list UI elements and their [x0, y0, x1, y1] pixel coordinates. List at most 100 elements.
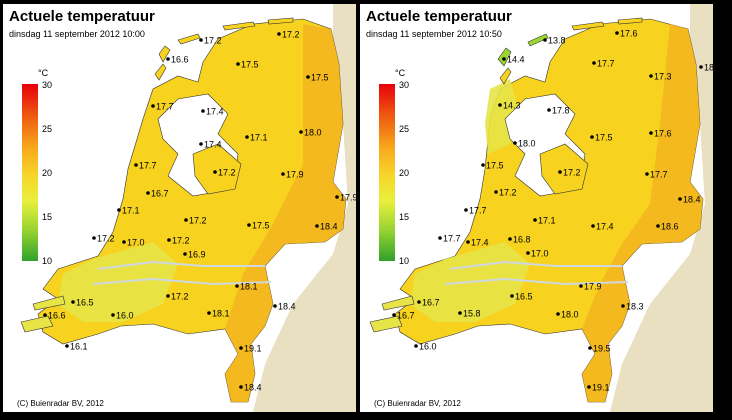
station-marker [199, 38, 203, 42]
legend-tick: 15 [42, 212, 53, 222]
station-marker [547, 108, 551, 112]
station-marker [281, 172, 285, 176]
station-temperature: 17.6 [654, 129, 672, 139]
station-marker [315, 224, 319, 228]
station-marker [579, 284, 583, 288]
station-marker [183, 252, 187, 256]
station-marker [414, 344, 418, 348]
wadden-island [617, 17, 643, 25]
wadden-island [158, 45, 171, 63]
station-temperature: 17.2 [171, 292, 189, 302]
station-temperature: 18.4 [704, 63, 713, 73]
station-temperature: 17.5 [311, 73, 329, 83]
wadden-island [177, 33, 201, 45]
station-marker [235, 284, 239, 288]
station-marker [588, 346, 592, 350]
flevoland [192, 143, 242, 195]
wadden-island [222, 21, 256, 31]
station-temperature: 17.2 [189, 216, 207, 226]
station-temperature: 17.3 [654, 72, 672, 82]
station-marker [678, 197, 682, 201]
map-timestamp: dinsdag 11 september 2012 10:50 [366, 29, 502, 39]
station-marker [558, 170, 562, 174]
neighbouring-land [253, 4, 356, 412]
map-title: Actuele temperatuur [366, 8, 512, 25]
warmer-area [582, 24, 703, 402]
legend-unit: °C [395, 68, 406, 78]
station-temperature: 18.1 [212, 309, 230, 319]
station-marker [592, 61, 596, 65]
station-marker [543, 38, 547, 42]
station-temperature: 19.5 [593, 344, 611, 354]
station-marker [510, 294, 514, 298]
station-temperature: 17.4 [471, 238, 489, 248]
station-marker [649, 74, 653, 78]
station-temperature: 13.8 [548, 36, 566, 46]
station-temperature: 16.6 [48, 311, 66, 321]
station-temperature: 17.7 [139, 161, 157, 171]
station-temperature: 17.9 [340, 193, 356, 203]
legend-color-bar [22, 84, 38, 261]
station-marker [245, 135, 249, 139]
station-temperature: 17.5 [595, 133, 613, 143]
station-marker [207, 311, 211, 315]
station-marker [656, 224, 660, 228]
station-temperature: 18.4 [244, 383, 262, 393]
station-marker [494, 190, 498, 194]
station-marker [615, 31, 619, 35]
zeeland-island [32, 295, 66, 311]
station-temperature: 18.0 [561, 310, 579, 320]
station-marker [498, 103, 502, 107]
station-temperature: 16.7 [151, 189, 169, 199]
station-temperature: 17.4 [204, 140, 222, 150]
copyright-credit: (C) Buienradar BV, 2012 [17, 399, 104, 408]
station-marker [417, 300, 421, 304]
map-timestamp: dinsdag 11 september 2012 10:00 [9, 29, 145, 39]
legend-tick: 10 [399, 256, 410, 266]
station-temperature: 18.4 [320, 222, 338, 232]
station-temperature: 15.8 [463, 309, 481, 319]
netherlands-map: 17.2 17.2 16.6 17.5 17.5 17.7 17.4 17.1 18.0 17.4… [20, 4, 356, 412]
station-marker [111, 313, 115, 317]
zeeland-island [20, 315, 54, 333]
wadden-island [499, 67, 512, 85]
station-marker [247, 223, 251, 227]
station-temperature: 18.3 [626, 302, 644, 312]
station-marker [117, 208, 121, 212]
station-marker [65, 344, 69, 348]
map-panel-right: 13.8 17.6 14.4 17.7 18.4 17.3 14.3 17.8 17.5 17.6… [360, 4, 713, 412]
netherlands-map: 13.8 17.6 14.4 17.7 18.4 17.3 14.3 17.8 17.5 17.6… [369, 4, 713, 412]
wadden-island [154, 63, 167, 81]
station-temperature: 17.7 [650, 170, 668, 180]
station-temperature: 18.6 [661, 222, 679, 232]
station-temperature: 17.2 [172, 236, 190, 246]
station-marker [508, 237, 512, 241]
station-temperature: 16.5 [515, 292, 533, 302]
station-marker [699, 65, 703, 69]
zeeland-island [369, 315, 403, 333]
temperature-legend: °C 30 25 20 15 10 [379, 68, 409, 266]
station-temperature: 19.1 [592, 383, 610, 393]
station-marker [277, 32, 281, 36]
station-marker [134, 163, 138, 167]
station-temperature: 17.7 [156, 102, 174, 112]
station-temperature: 14.3 [503, 101, 521, 111]
station-marker [556, 312, 560, 316]
station-marker [464, 208, 468, 212]
station-marker [239, 346, 243, 350]
station-temperature: 16.0 [419, 342, 437, 352]
river [97, 260, 265, 270]
station-marker [587, 385, 591, 389]
legend-unit: °C [38, 68, 49, 78]
station-marker [621, 304, 625, 308]
station-temperature: 17.4 [596, 222, 614, 232]
station-temperature: 17.0 [531, 249, 549, 259]
station-marker [466, 240, 470, 244]
station-temperature: 18.4 [683, 195, 701, 205]
station-temperature: 17.2 [563, 168, 581, 178]
station-temperature: 16.9 [188, 250, 206, 260]
station-marker [273, 304, 277, 308]
station-temperature: 17.5 [486, 161, 504, 171]
station-temperature: 17.1 [538, 216, 556, 226]
station-temperature: 19.1 [244, 344, 262, 354]
